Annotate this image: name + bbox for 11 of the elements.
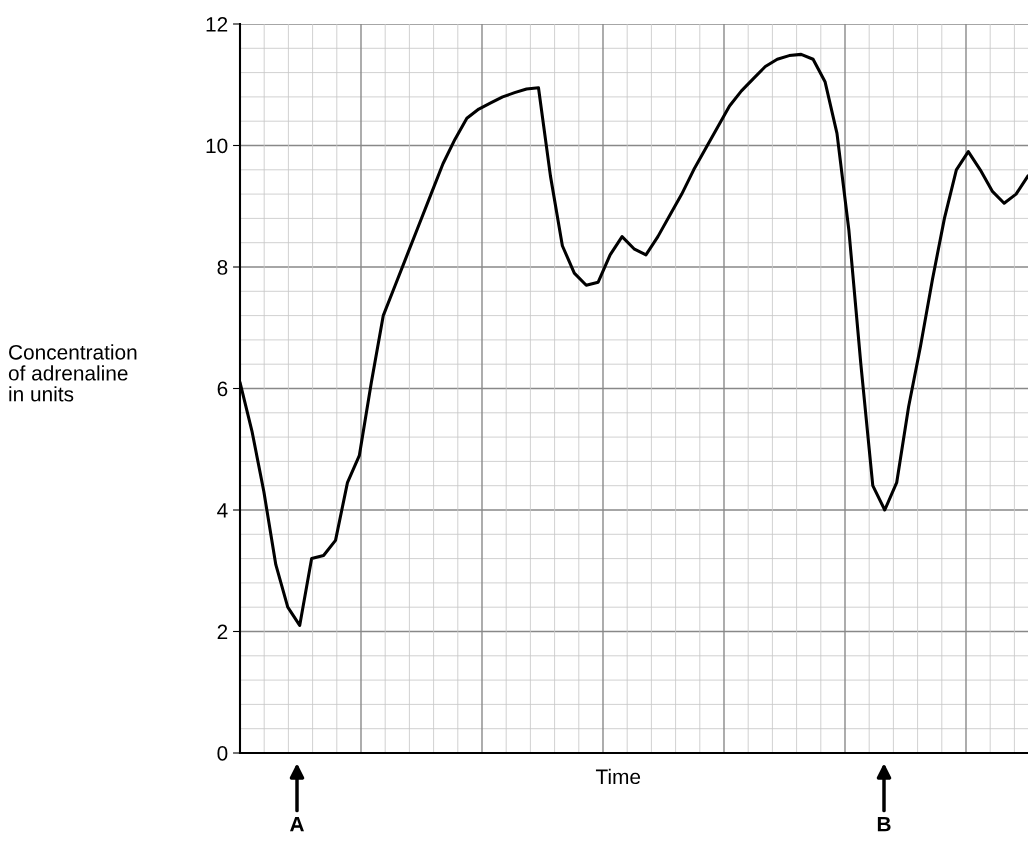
text: B	[877, 816, 891, 832]
y-tick-label: 6	[217, 381, 228, 397]
y-tick-label: 0	[217, 746, 228, 761]
y-tick-label: 2	[217, 624, 228, 640]
y-tick-label: 12	[206, 17, 228, 32]
x-axis-title: Time	[595, 768, 641, 785]
y-tick-label: 4	[217, 503, 228, 518]
y-tick-label: 10	[206, 138, 228, 154]
y-tick-label: 8	[217, 260, 228, 275]
y-axis-title: Concentration of adrenaline in units	[8, 344, 137, 402]
text: A	[289, 816, 304, 832]
